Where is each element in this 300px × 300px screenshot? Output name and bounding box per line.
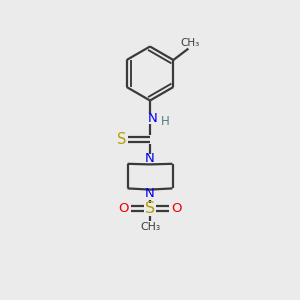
- Text: CH₃: CH₃: [140, 222, 160, 233]
- Text: CH₃: CH₃: [180, 38, 200, 48]
- Text: S: S: [117, 132, 127, 147]
- Text: N: N: [145, 187, 155, 200]
- Text: O: O: [171, 202, 181, 215]
- Text: S: S: [145, 201, 155, 216]
- Text: O: O: [119, 202, 129, 215]
- Text: N: N: [148, 112, 158, 125]
- Text: N: N: [145, 152, 155, 165]
- Text: H: H: [161, 115, 170, 128]
